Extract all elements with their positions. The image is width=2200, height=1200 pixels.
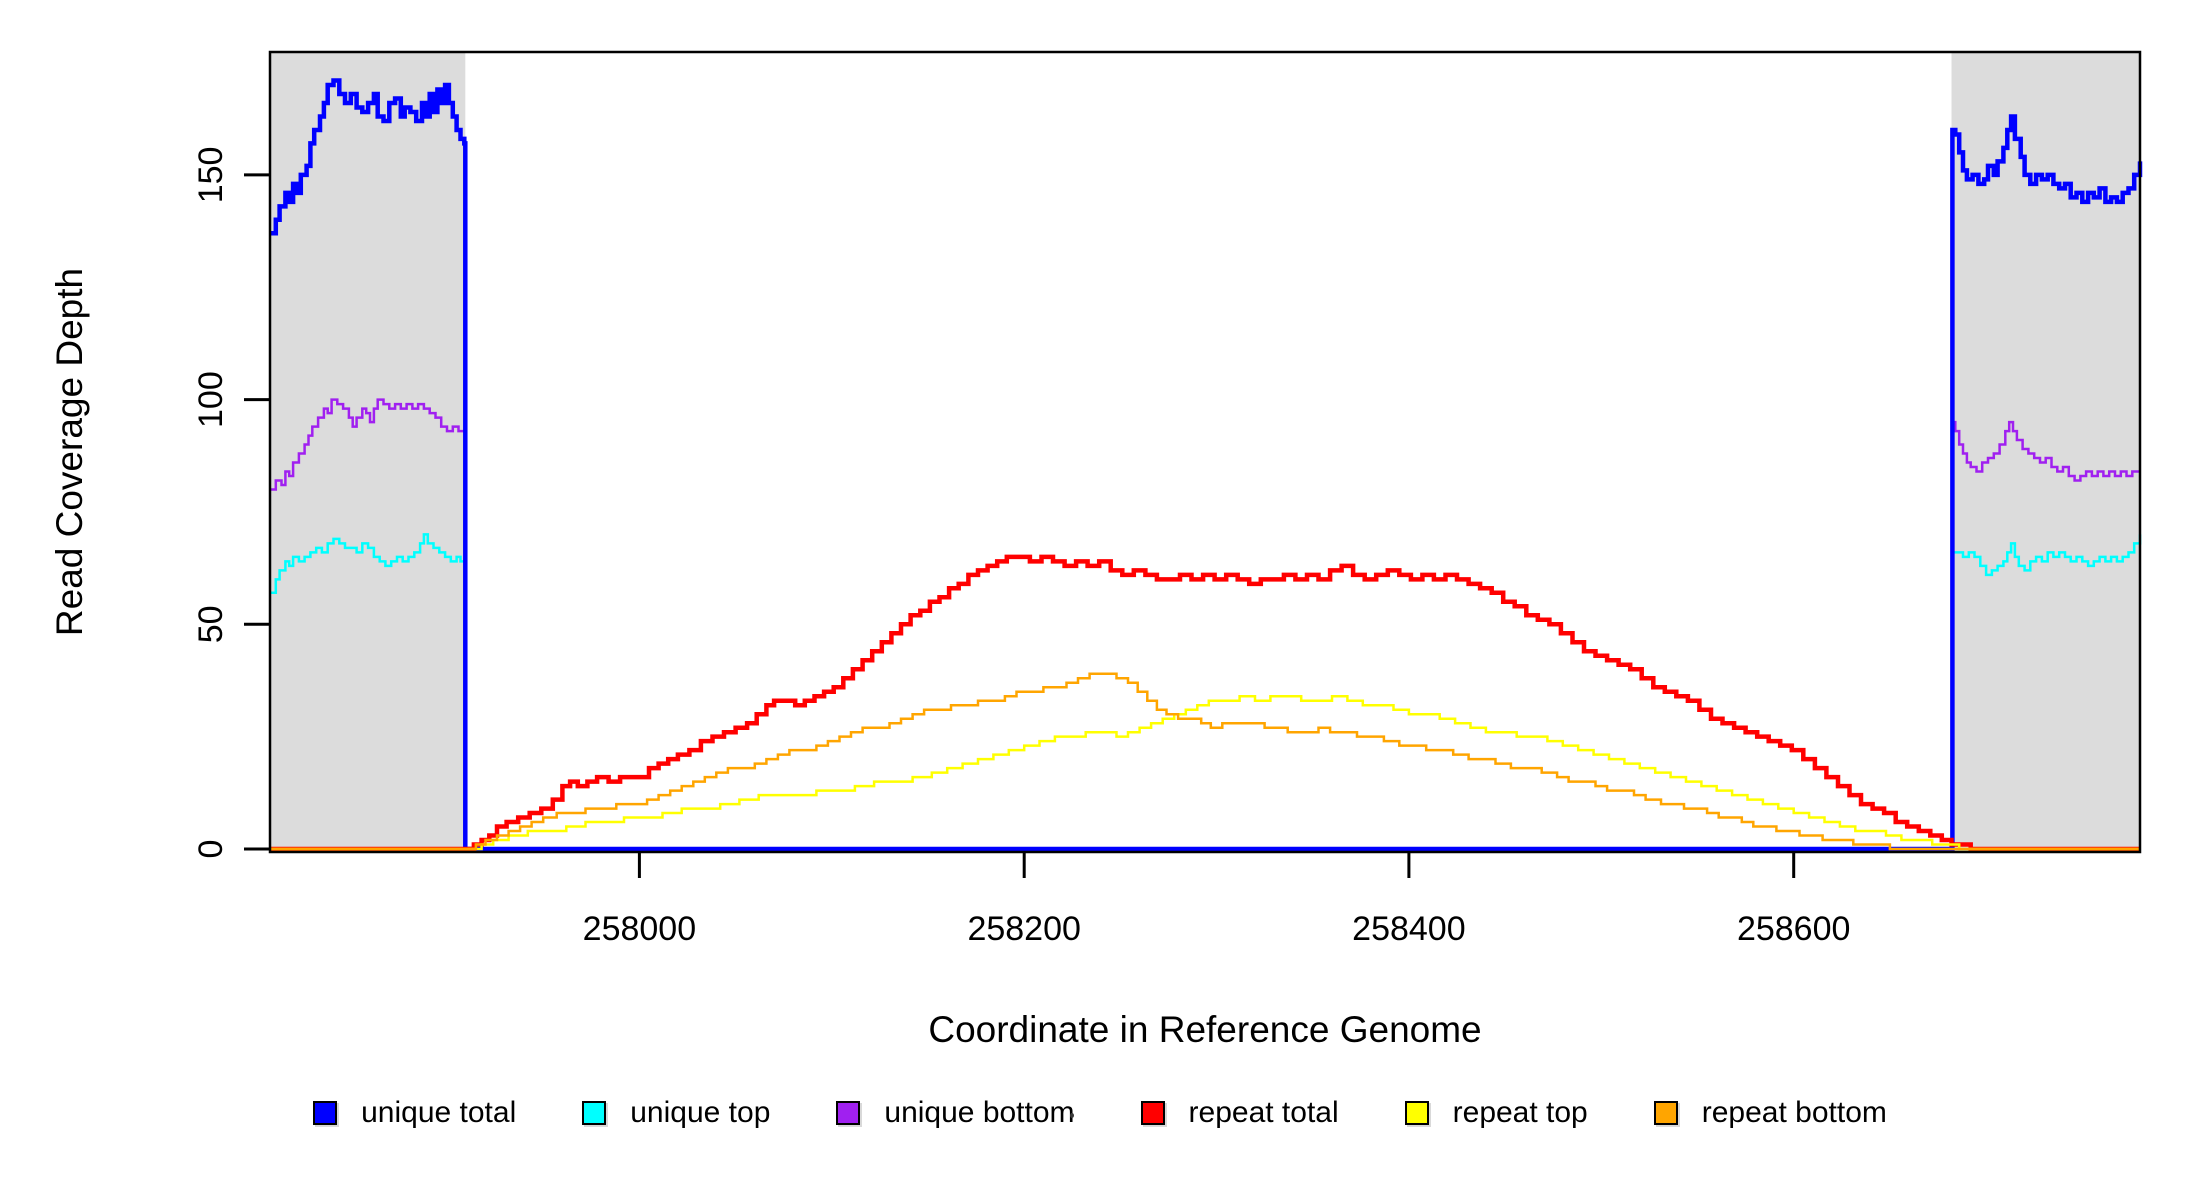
legend-swatch-repeat-top — [1404, 1101, 1429, 1125]
legend-item-repeat-bottom: repeat bottom — [1653, 1096, 1887, 1130]
legend-swatch-unique-bottom — [836, 1101, 861, 1125]
legend-item-unique-total: unique total — [313, 1096, 516, 1130]
legend-label: unique bottom — [884, 1096, 1075, 1129]
x-tick-label: 258000 — [583, 910, 696, 948]
x-tick-label: 258600 — [1737, 910, 1850, 948]
legend-swatch-unique-total — [313, 1101, 338, 1125]
legend-item-repeat-total: repeat total — [1140, 1096, 1339, 1130]
series-repeat-top — [270, 694, 2140, 851]
legend-label: unique top — [630, 1096, 771, 1129]
coverage-plot: 258000 258200 258400 258600 0 50 100 150 Coordin… — [49, 50, 2143, 1050]
series-unique-bottom — [270, 398, 2140, 851]
x-tick-label: 258200 — [967, 910, 1080, 948]
shaded-region-right-flank — [1951, 52, 2140, 852]
legend-swatch-unique-top — [582, 1101, 607, 1125]
legend: unique total unique top unique bottom re… — [0, 1096, 2200, 1130]
legend-item-repeat-top: repeat top — [1404, 1096, 1588, 1130]
y-axis-title: Read Coverage Depth — [49, 268, 90, 636]
plot-border — [268, 50, 2142, 854]
x-axis: 258000 258200 258400 258600 — [583, 852, 1850, 948]
y-axis: 0 50 100 150 — [192, 147, 270, 859]
legend-label: repeat bottom — [1701, 1096, 1887, 1129]
legend-item-unique-bottom: unique bottom — [836, 1096, 1075, 1130]
y-tick-label: 50 — [192, 605, 230, 643]
series-repeat-bottom — [270, 672, 2140, 851]
legend-label: repeat top — [1452, 1096, 1588, 1129]
legend-item-unique-top: unique top — [582, 1096, 770, 1130]
legend-label: repeat total — [1188, 1096, 1339, 1129]
legend-label: unique total — [361, 1096, 517, 1129]
y-tick-label: 100 — [192, 371, 230, 428]
legend-swatch-repeat-total — [1140, 1101, 1165, 1125]
legend-marker-dot — [1070, 1113, 1074, 1118]
y-tick-label: 0 — [192, 840, 230, 859]
x-axis-title: Coordinate in Reference Genome — [928, 1009, 1481, 1050]
legend-swatch-repeat-bottom — [1653, 1101, 1678, 1125]
y-tick-label: 150 — [192, 147, 230, 204]
series-repeat-total — [270, 554, 2140, 852]
x-tick-label: 258400 — [1352, 910, 1465, 948]
shaded-region-left-flank — [270, 52, 466, 852]
series-unique-total — [270, 78, 2143, 852]
